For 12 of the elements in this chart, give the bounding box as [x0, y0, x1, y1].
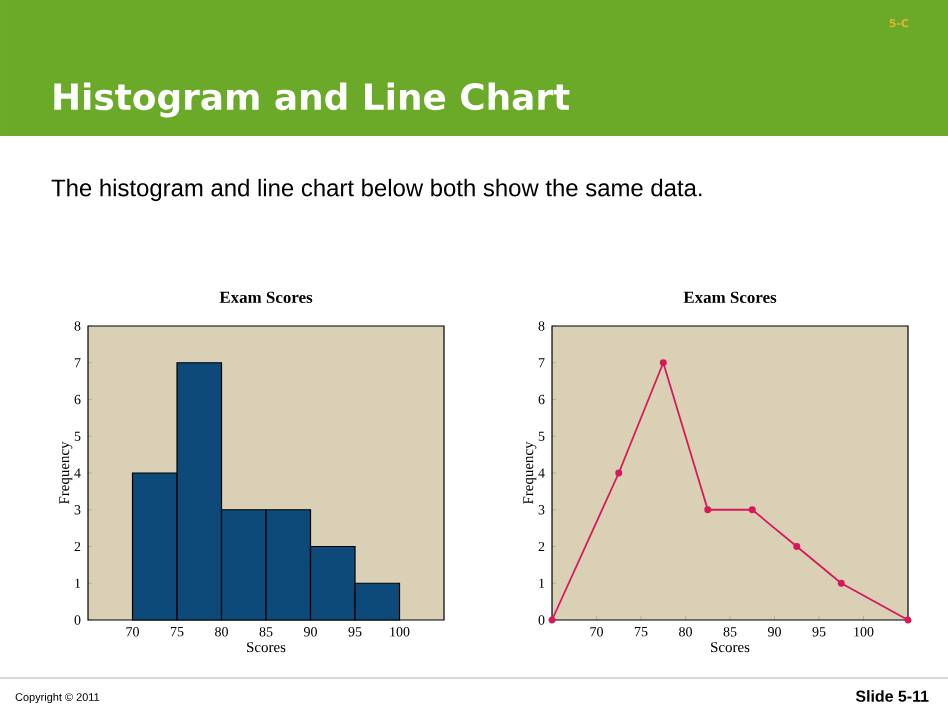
point [659, 359, 667, 367]
chart-title: Exam Scores [683, 291, 777, 303]
point [837, 579, 845, 587]
point [904, 616, 912, 624]
text: The histogram and line chart below both show the same data. [51, 178, 702, 202]
point [748, 506, 756, 514]
point [704, 506, 712, 514]
point [548, 616, 556, 624]
point [793, 543, 801, 550]
chart-title: Exam Scores [219, 291, 313, 303]
point [615, 469, 623, 477]
text: Histogram and Line Chart [54, 82, 570, 118]
